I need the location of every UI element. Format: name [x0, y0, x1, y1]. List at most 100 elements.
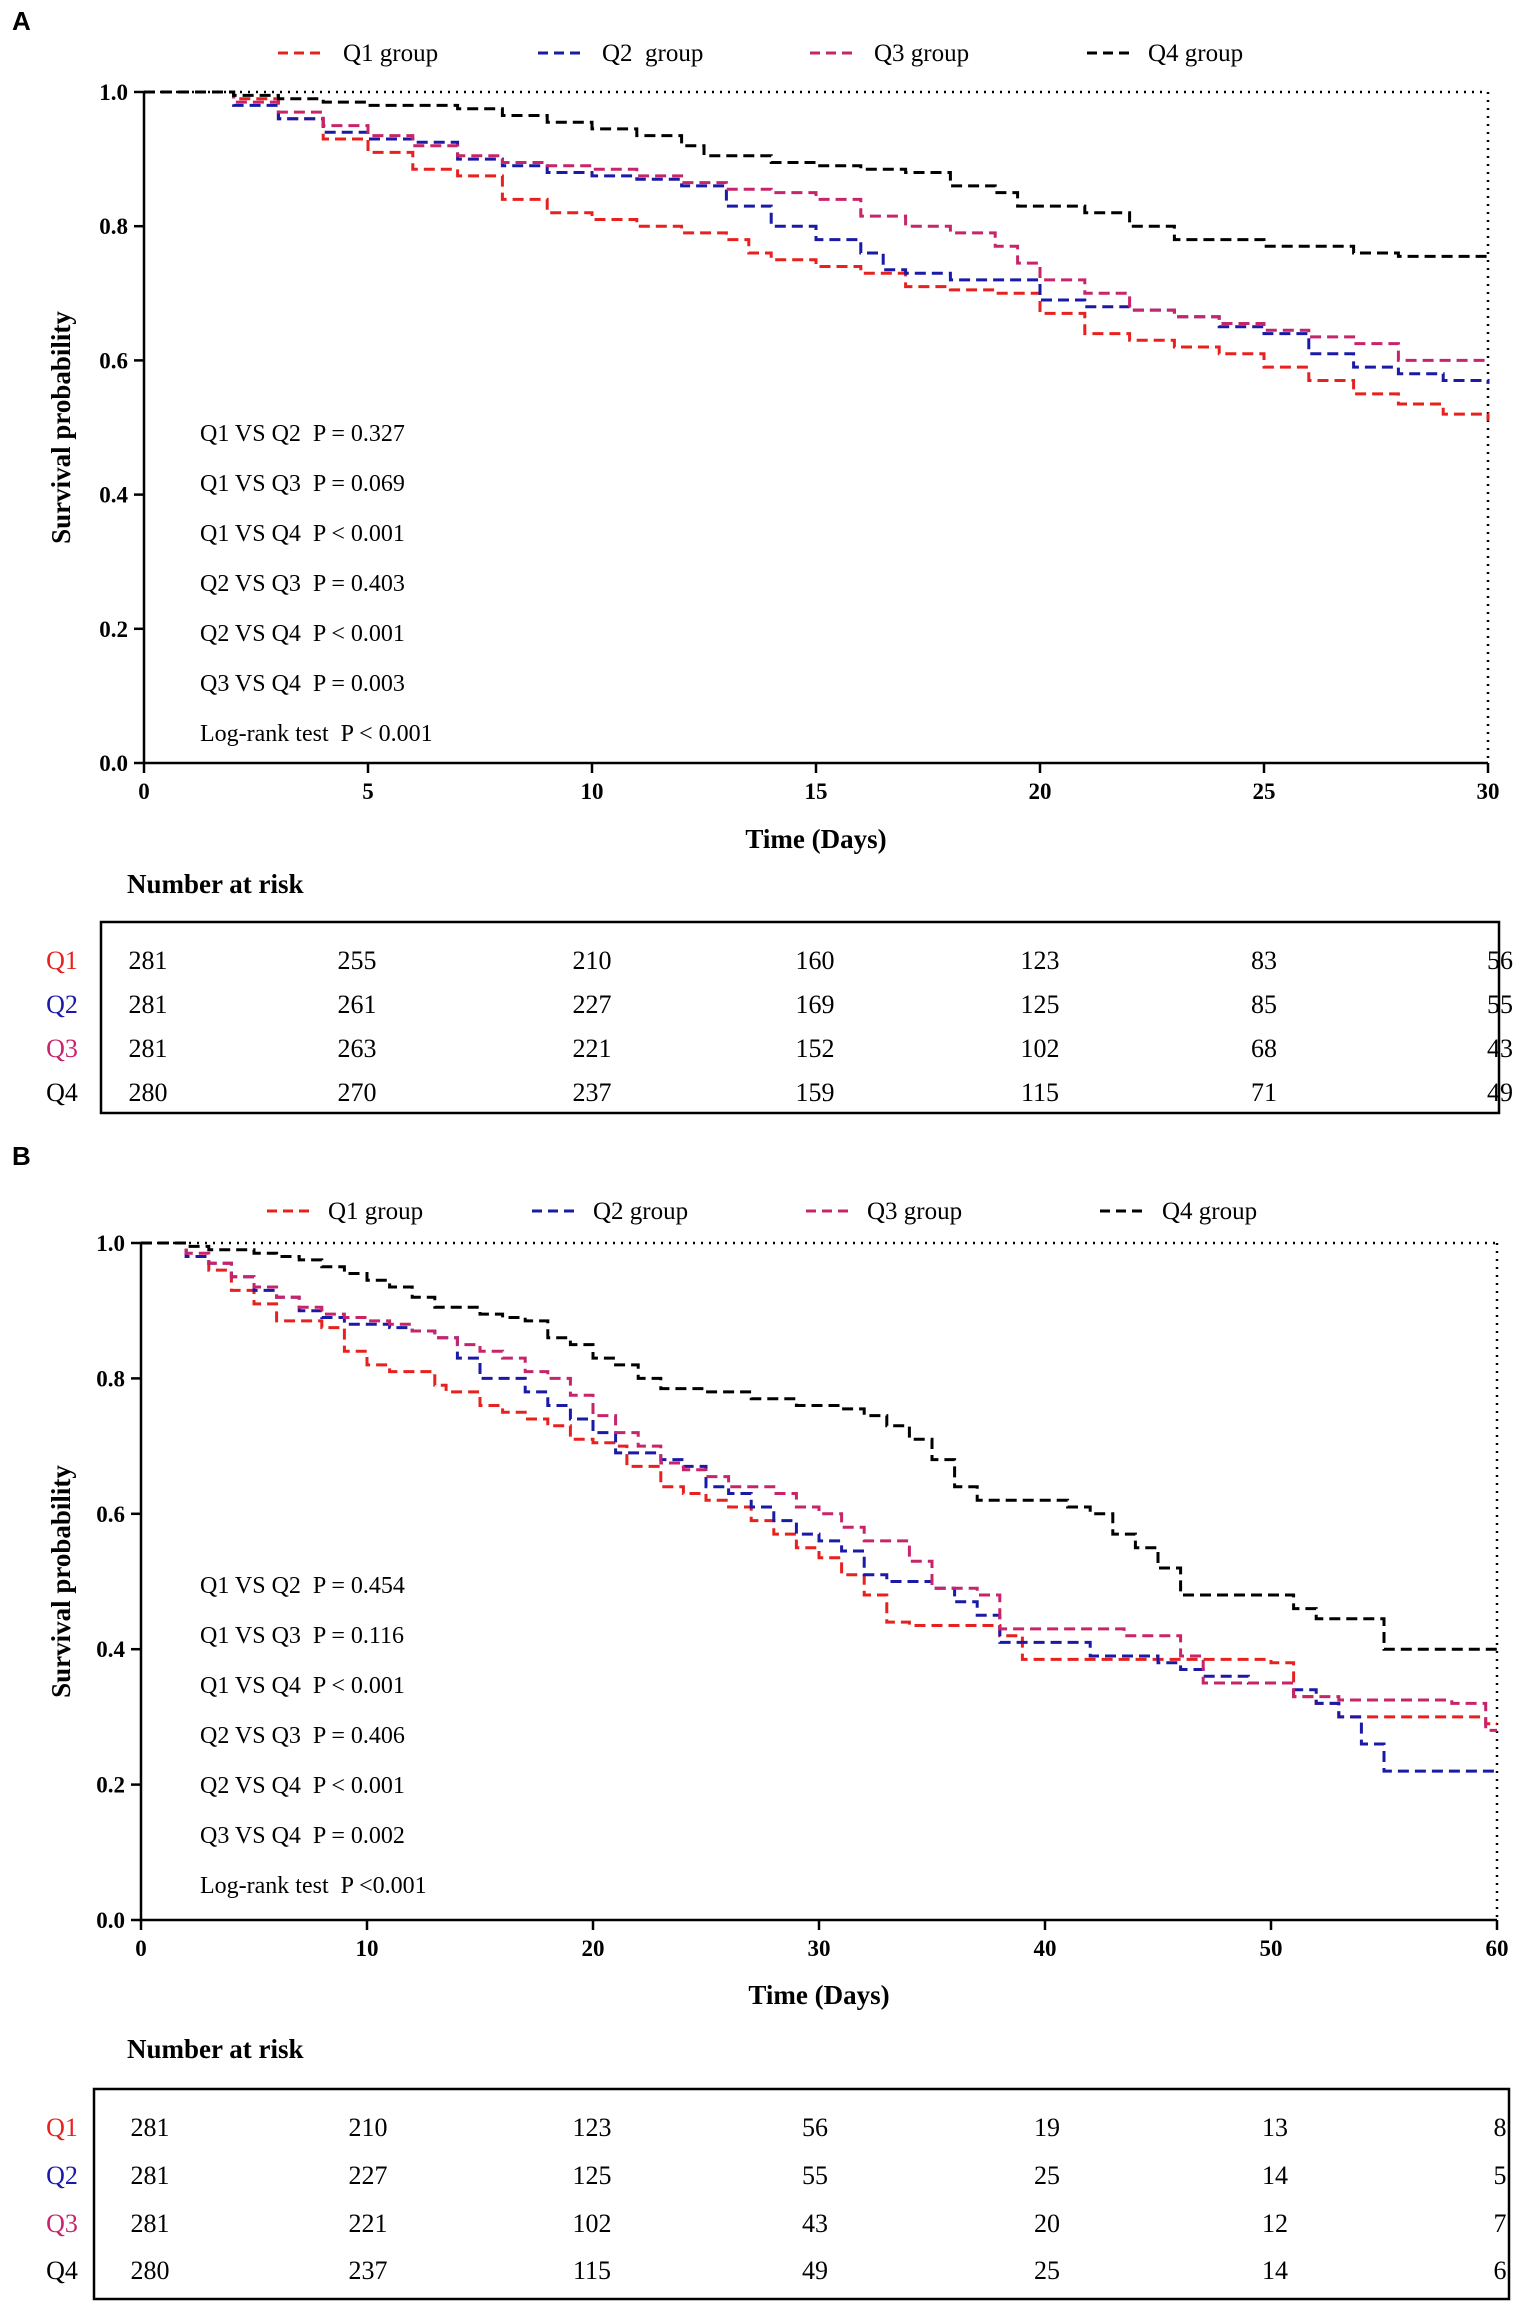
risk-table-cell: 49: [1487, 1078, 1513, 1107]
risk-row-label-q1: Q1: [46, 946, 78, 975]
risk-table-cell: 169: [796, 990, 835, 1019]
y-axis-title: Survival probability: [46, 1465, 76, 1698]
x-tick-label: 30: [808, 1936, 831, 1961]
survival-curve-q3: [144, 90, 1488, 362]
p-value-annotation: Log-rank test P <0.001: [200, 1873, 427, 1899]
y-tick-label: 0.6: [99, 348, 128, 373]
y-tick-label: 0.0: [96, 1908, 125, 1933]
y-tick-label: 0.4: [99, 483, 128, 508]
y-tick-label: 0.2: [99, 617, 128, 642]
risk-table-cell: 152: [796, 1034, 835, 1063]
y-tick-label: 0.8: [99, 214, 128, 239]
panel-label: B: [12, 1141, 31, 1171]
risk-table-cell: 102: [573, 2209, 612, 2238]
legend-label-q3: Q3 group: [867, 1198, 962, 1225]
risk-table-cell: 5: [1494, 2161, 1507, 2190]
x-axis-title: Time (Days): [748, 1980, 889, 2010]
risk-table-cell: 281: [131, 2113, 170, 2142]
p-value-annotation: Q1 VS Q2 P = 0.327: [200, 421, 405, 447]
p-value-annotation: Q1 VS Q3 P = 0.069: [200, 471, 405, 497]
p-value-annotation: Q1 VS Q4 P < 0.001: [200, 521, 405, 547]
survival-curve-q4: [144, 90, 1488, 258]
risk-table-cell: 12: [1262, 2209, 1288, 2238]
x-tick-label: 10: [356, 1936, 379, 1961]
x-tick-label: 20: [582, 1936, 605, 1961]
risk-row-label-q3: Q3: [46, 2209, 78, 2238]
survival-curve-q2: [144, 90, 1490, 384]
risk-table-cell: 20: [1034, 2209, 1060, 2238]
x-tick-label: 15: [805, 779, 828, 804]
risk-table-title: Number at risk: [127, 869, 304, 899]
y-tick-label: 0.6: [96, 1502, 125, 1527]
p-value-annotation: Q1 VS Q4 P < 0.001: [200, 1673, 405, 1699]
risk-table-cell: 280: [131, 2256, 170, 2285]
risk-table-cell: 281: [129, 990, 168, 1019]
risk-table-cell: 237: [349, 2256, 388, 2285]
risk-table-cell: 25: [1034, 2161, 1060, 2190]
risk-table-cell: 55: [802, 2161, 828, 2190]
risk-table-cell: 25: [1034, 2256, 1060, 2285]
x-tick-label: 25: [1253, 779, 1276, 804]
x-tick-label: 50: [1260, 1936, 1283, 1961]
x-tick-label: 10: [581, 779, 604, 804]
p-value-annotation: Q1 VS Q2 P = 0.454: [200, 1573, 405, 1599]
risk-table-cell: 123: [1021, 946, 1060, 975]
p-value-annotation: Q3 VS Q4 P = 0.003: [200, 671, 405, 697]
risk-table-cell: 6: [1494, 2256, 1507, 2285]
risk-table-cell: 14: [1262, 2161, 1288, 2190]
risk-table-cell: 56: [1487, 946, 1513, 975]
survival-curve-q3: [141, 1241, 1497, 1732]
risk-table-cell: 255: [338, 946, 377, 975]
risk-table-cell: 13: [1262, 2113, 1288, 2142]
risk-table-cell: 49: [802, 2256, 828, 2285]
risk-table-box: [99, 920, 1501, 1115]
legend-label-q2: Q2 group: [593, 1198, 688, 1225]
y-tick-label: 0.0: [99, 751, 128, 776]
p-value-annotation: Q2 VS Q4 P < 0.001: [200, 1773, 405, 1799]
risk-row-label-q2: Q2: [46, 2161, 78, 2190]
risk-table-cell: 43: [1487, 1034, 1513, 1063]
risk-table-cell: 270: [338, 1078, 377, 1107]
x-tick-label: 20: [1029, 779, 1052, 804]
risk-row-label-q1: Q1: [46, 2113, 78, 2142]
x-tick-label: 5: [362, 779, 374, 804]
risk-table-cell: 14: [1262, 2256, 1288, 2285]
x-tick-label: 40: [1034, 1936, 1057, 1961]
p-value-annotation: Q1 VS Q3 P = 0.116: [200, 1623, 404, 1649]
risk-table-cell: 115: [573, 2256, 611, 2285]
risk-table-cell: 83: [1251, 946, 1277, 975]
x-tick-label: 0: [138, 779, 150, 804]
risk-table-cell: 281: [131, 2161, 170, 2190]
risk-row-label-q4: Q4: [46, 2256, 78, 2285]
risk-table-cell: 71: [1251, 1078, 1277, 1107]
risk-table-title: Number at risk: [127, 2034, 304, 2064]
p-value-annotation: Q3 VS Q4 P = 0.002: [200, 1823, 405, 1849]
panel-label: A: [12, 6, 31, 36]
legend-label-q4: Q4 group: [1148, 40, 1243, 67]
risk-table-cell: 227: [349, 2161, 388, 2190]
risk-table-cell: 281: [129, 946, 168, 975]
risk-row-label-q3: Q3: [46, 1034, 78, 1063]
y-tick-label: 0.4: [96, 1637, 125, 1662]
risk-table-cell: 237: [573, 1078, 612, 1107]
panel-b: B Q1 group Q2 group Q3 group Q4 group 0.0 0.2 0…: [12, 1141, 1511, 2301]
risk-table-cell: 263: [338, 1034, 377, 1063]
risk-table-cell: 68: [1251, 1034, 1277, 1063]
risk-table-cell: 280: [129, 1078, 168, 1107]
risk-table-cell: 210: [573, 946, 612, 975]
risk-table-cell: 281: [131, 2209, 170, 2238]
survival-curve-q4: [141, 1241, 1497, 1651]
risk-table-cell: 125: [1021, 990, 1060, 1019]
x-tick-label: 0: [135, 1936, 147, 1961]
y-tick-label: 0.8: [96, 1366, 125, 1391]
legend-label-q1: Q1 group: [343, 40, 438, 67]
risk-table-cell: 55: [1487, 990, 1513, 1019]
x-tick-label: 30: [1477, 779, 1500, 804]
y-tick-label: 0.2: [96, 1773, 125, 1798]
risk-row-label-q4: Q4: [46, 1078, 78, 1107]
risk-table-cell: 261: [338, 990, 377, 1019]
x-axis-title: Time (Days): [745, 824, 886, 854]
risk-row-label-q2: Q2: [46, 990, 78, 1019]
